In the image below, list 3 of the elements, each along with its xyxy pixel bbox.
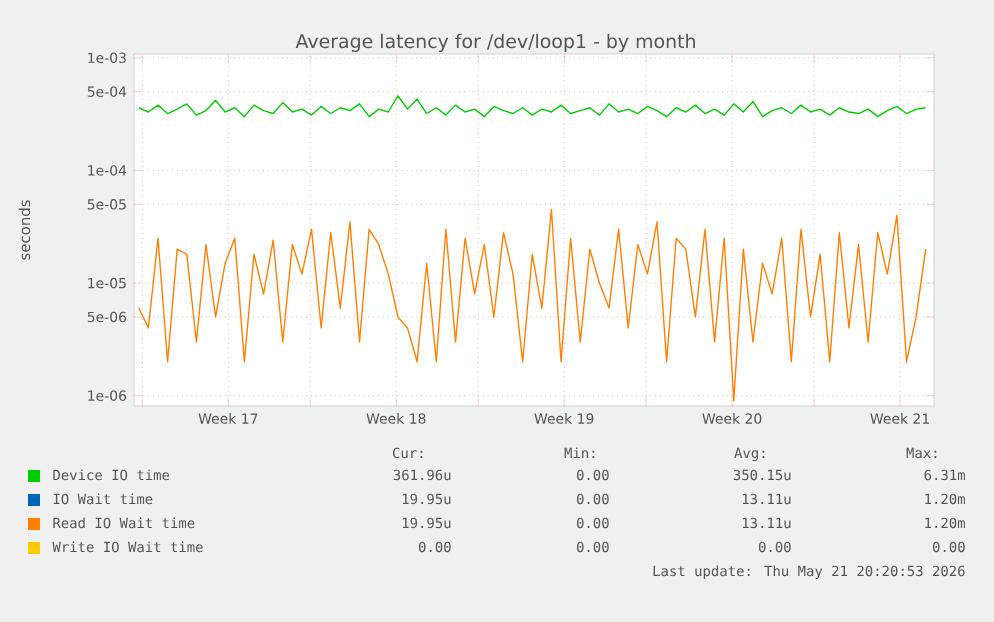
line-series	[138, 95, 927, 118]
chart-title: Average latency for /dev/loop1 - by month	[295, 33, 695, 52]
line-series	[138, 208, 927, 402]
